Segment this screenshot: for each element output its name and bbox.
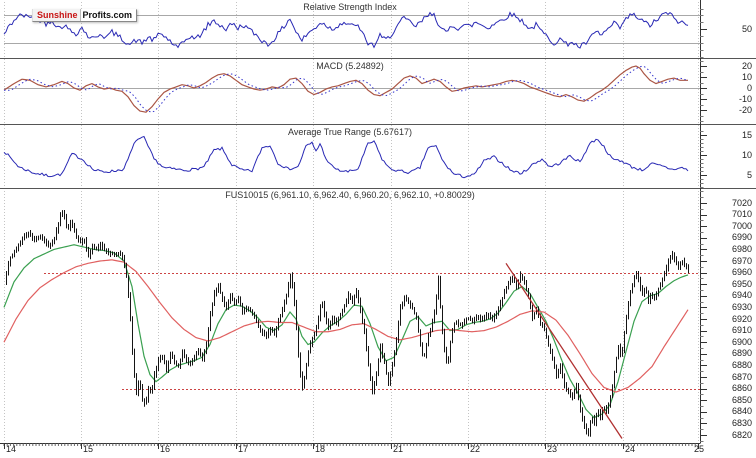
- y-axis-tick-label: 6960: [731, 267, 752, 278]
- y-axis-tick-label: 6900: [731, 336, 752, 347]
- x-axis-tick-label: 14: [6, 444, 17, 454]
- y-axis-tick-label: 10: [741, 71, 752, 82]
- x-axis-tick-label: 25: [694, 444, 705, 454]
- y-axis-tick-label: 20: [741, 60, 752, 71]
- y-axis-tick-label: 6980: [731, 243, 752, 254]
- x-axis-tick-label: 16: [160, 444, 171, 454]
- y-axis-tick-label: 15: [741, 129, 752, 140]
- y-axis-tick-label: 6860: [731, 383, 752, 394]
- y-axis-tick-label: 0: [746, 82, 752, 93]
- y-axis-tick-label: 5: [746, 169, 752, 180]
- x-axis-tick-label: 17: [238, 444, 249, 454]
- y-axis-tick-label: 6830: [731, 417, 752, 428]
- y-axis-tick-label: 6870: [731, 371, 752, 382]
- y-axis-tick-label: 6930: [731, 301, 752, 312]
- y-axis-tick-label: 10: [741, 149, 752, 160]
- y-axis-tick-label: 6820: [731, 429, 752, 440]
- y-axis-tick-label: 6890: [731, 348, 752, 359]
- brand-logo: Sunshine Profits.com: [32, 9, 138, 22]
- y-axis-tick-label: 6920: [731, 313, 752, 324]
- y-axis-tick-label: -20: [738, 104, 752, 115]
- y-axis-tick-label: 6940: [731, 290, 752, 301]
- x-axis-tick-label: 18: [315, 444, 326, 454]
- y-axis-tick-label: 7020: [731, 197, 752, 208]
- y-axis-tick-label: 6850: [731, 394, 752, 405]
- y-axis-tick-label: 6840: [731, 406, 752, 417]
- y-axis-tick-label: 50: [741, 23, 752, 34]
- y-axis-tick-label: 7000: [731, 220, 752, 231]
- brand-logo-sunshine: Sunshine: [33, 9, 81, 21]
- y-axis-tick-label: 6970: [731, 255, 752, 266]
- y-axis-tick-label: 6990: [731, 232, 752, 243]
- x-axis-tick-label: 22: [470, 444, 481, 454]
- y-axis-tick-label: -10: [738, 93, 752, 104]
- y-axis-tick-label: 6880: [731, 359, 752, 370]
- y-axis-tick-label: 6950: [731, 278, 752, 289]
- brand-logo-profits: Profits.com: [80, 9, 137, 21]
- x-axis-tick-label: 23: [547, 444, 558, 454]
- y-axis-tick-label: 7010: [731, 209, 752, 220]
- x-axis-tick-label: 15: [83, 444, 94, 454]
- y-axis-tick-label: 6910: [731, 325, 752, 336]
- x-axis-tick-label: 21: [393, 444, 404, 454]
- x-axis-tick-label: 24: [625, 444, 636, 454]
